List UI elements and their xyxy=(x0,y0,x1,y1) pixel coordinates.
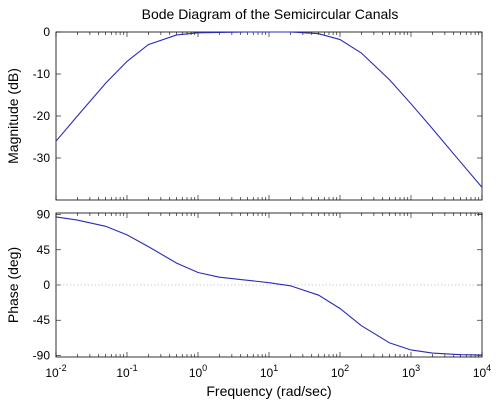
x-tick-label: 102 xyxy=(331,363,349,380)
x-tick-label: 104 xyxy=(473,363,491,380)
magnitude-curve xyxy=(55,31,483,188)
y-tick-label: -90 xyxy=(33,348,51,362)
y-tick-label: -10 xyxy=(33,67,51,81)
y-tick-label: -30 xyxy=(33,151,51,165)
x-tick-label: 101 xyxy=(260,363,278,380)
y-tick-label: 0 xyxy=(43,278,50,292)
y-tick-label: 45 xyxy=(37,243,51,257)
x-tick-label: 100 xyxy=(189,363,207,380)
magnitude-axis-label: Magnitude (dB) xyxy=(5,68,21,164)
magnitude-plot-area xyxy=(55,31,483,201)
y-tick-label: 0 xyxy=(43,25,50,39)
y-tick-label: 90 xyxy=(37,208,51,222)
phase-curve xyxy=(55,216,483,356)
x-tick-label: 10-2 xyxy=(45,363,66,380)
x-axis-label: Frequency (rad/sec) xyxy=(206,383,331,399)
x-tick-label: 10-1 xyxy=(116,363,137,380)
y-tick-label: -45 xyxy=(33,313,51,327)
phase-axis-label: Phase (deg) xyxy=(5,247,21,323)
x-tick-label: 103 xyxy=(402,363,420,380)
chart-title: Bode Diagram of the Semicircular Canals xyxy=(142,6,399,22)
y-tick-label: -20 xyxy=(33,109,51,123)
